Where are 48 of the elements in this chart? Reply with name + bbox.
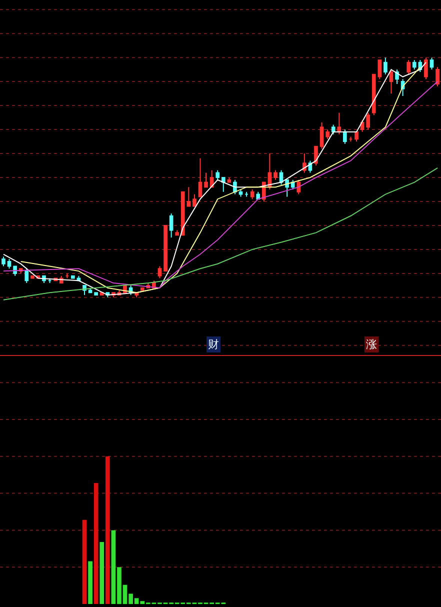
text: 涨 (366, 338, 377, 351)
candlestick (268, 153, 272, 190)
candlestick (384, 57, 388, 75)
candlestick (436, 66, 440, 87)
candlestick (314, 146, 318, 166)
candlestick (348, 136, 353, 142)
bar (94, 482, 98, 604)
candlestick (244, 191, 248, 198)
candlestick (158, 266, 162, 279)
candlestick (354, 131, 358, 142)
text: 财 (208, 338, 219, 351)
candlestick (389, 69, 394, 94)
candlestick (175, 230, 180, 236)
candlestick (221, 177, 226, 192)
candlestick (238, 188, 243, 198)
candlestick (192, 194, 196, 207)
candlestick (430, 57, 434, 70)
candlestick (180, 191, 185, 236)
candlestick (331, 124, 336, 135)
candlestick (424, 57, 428, 80)
candlestick (48, 278, 52, 284)
candlestick (343, 129, 347, 144)
bar (88, 561, 92, 604)
candlestick (296, 179, 301, 195)
candlestick (337, 112, 342, 135)
candlestick (227, 177, 232, 183)
candlestick (198, 158, 202, 198)
candlestick (169, 212, 174, 238)
candlestick (7, 258, 12, 270)
candlestick (24, 268, 29, 284)
candlestick (366, 112, 370, 130)
candlestick (2, 256, 6, 267)
candlestick (274, 170, 278, 180)
candlestick (250, 188, 254, 200)
candlestick (164, 224, 168, 272)
bar (82, 520, 87, 604)
candlestick (186, 186, 191, 207)
candlestick (406, 59, 411, 75)
candlestick (94, 292, 98, 296)
candlestick (216, 170, 220, 180)
bar (100, 542, 104, 604)
candlestick (65, 272, 70, 279)
candlestick (204, 172, 208, 188)
candlestick (412, 59, 416, 70)
candlestick (320, 122, 324, 150)
candlestick (302, 153, 306, 174)
bar (105, 456, 110, 604)
candlestick (326, 129, 330, 140)
